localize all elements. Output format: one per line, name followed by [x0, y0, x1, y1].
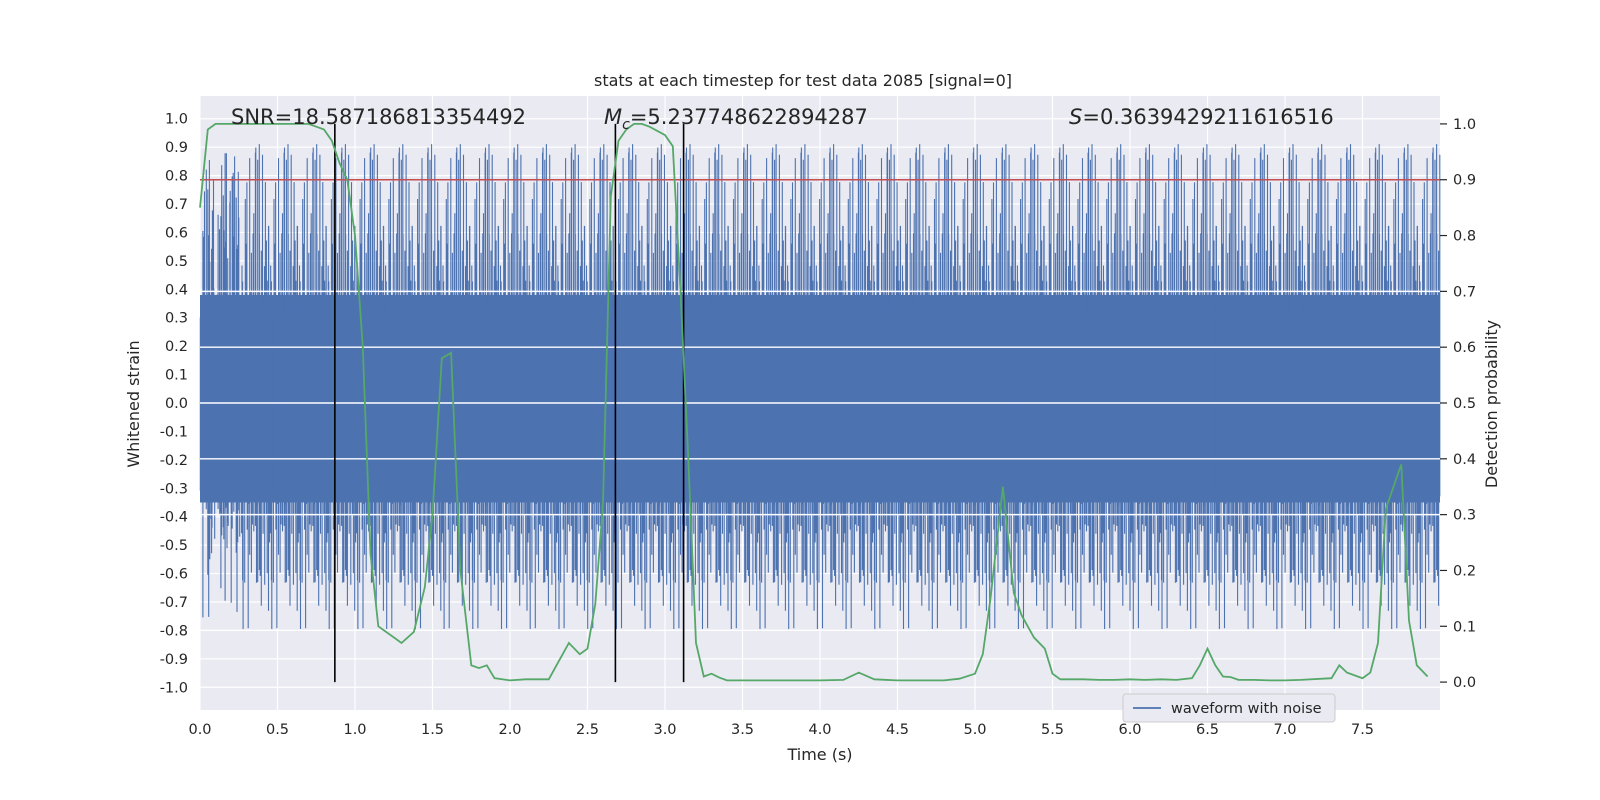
y-tick-label: 0.8	[165, 169, 188, 185]
y2-tick-label: 0.1	[1453, 619, 1476, 635]
x-tick-labels: 0.0 0.5 1.0 1.5 2.0 2.5 3.0 3.5 4.0 4.5 5.0 5.5 6.0 6…	[188, 722, 1374, 738]
detection-probability-line	[199, 123, 1429, 682]
x-tick-label: 5.5	[1041, 722, 1064, 738]
x-tick-label: 0.5	[266, 722, 289, 738]
waveform-spikes	[199, 144, 1441, 629]
x-tick-label: 0.0	[188, 722, 211, 738]
vertical-markers	[334, 123, 685, 683]
x-tick-label: 1.0	[343, 722, 366, 738]
x-tick-label: 3.0	[653, 722, 676, 738]
y-tick-label: -0.9	[160, 652, 188, 668]
y2-tick-label: 0.2	[1453, 563, 1476, 579]
chirp-mass-symbol: M	[604, 105, 622, 129]
y-tick-label: 0.9	[165, 140, 188, 156]
y2-tick-label: 0.6	[1453, 340, 1476, 356]
legend-box	[1122, 693, 1336, 723]
y2-tick-labels: 1.0 0.9 0.8 0.7 0.6 0.5 0.4 0.3 0.2 0.1 0.0	[1440, 117, 1476, 691]
x-tick-label: 7.5	[1351, 722, 1374, 738]
y-tick-label: 0.7	[165, 197, 188, 213]
y-tick-labels: 1.0 0.9 0.8 0.7 0.6 0.5 0.4 0.3 0.2 0.1 0.0 -0.1 -0.…	[160, 112, 188, 697]
y2-tick-label: 0.3	[1453, 508, 1476, 524]
chirp-mass-value: =5.237748622894287	[630, 105, 868, 129]
y-tick-label: -0.3	[160, 481, 188, 497]
x-tick-label: 3.5	[731, 722, 754, 738]
y2-axis-label: Detection probability	[1482, 320, 1501, 488]
y2-tick-label: 0.7	[1453, 284, 1476, 300]
x-tick-label: 6.0	[1118, 722, 1141, 738]
chart-title: stats at each timestep for test data 208…	[594, 71, 1012, 90]
legend: waveform with noise	[1122, 693, 1336, 723]
waveform-with-noise-series	[199, 144, 1441, 629]
y-tick-label: -0.6	[160, 567, 188, 583]
y2-tick-label: 0.8	[1453, 229, 1476, 245]
x-tick-label: 1.5	[421, 722, 444, 738]
y2-tick-label: 0.4	[1453, 452, 1476, 468]
y-axis-label: Whitened strain	[124, 340, 143, 467]
y-tick-label: -0.5	[160, 538, 188, 554]
y2-tick-label: 0.0	[1453, 675, 1476, 691]
y-tick-label: 1.0	[165, 112, 188, 128]
x-tick-label: 5.0	[963, 722, 986, 738]
y2-tick-label: 0.9	[1453, 173, 1476, 189]
y-tick-label: 0.6	[165, 225, 188, 241]
snr-annotation: SNR=18.587186813354492	[231, 105, 526, 129]
x-axis-label: Time (s)	[786, 745, 852, 764]
y2-tick-label: 0.5	[1453, 396, 1476, 412]
y-tick-label: 0.5	[165, 254, 188, 270]
x-tick-label: 4.0	[808, 722, 831, 738]
x-tick-label: 4.5	[886, 722, 909, 738]
y-tick-label: 0.3	[165, 311, 188, 327]
y2-tick-label: 1.0	[1453, 117, 1476, 133]
y-tick-label: 0.4	[165, 282, 188, 298]
y-tick-label: -0.2	[160, 453, 188, 469]
x-tick-label: 6.5	[1196, 722, 1219, 738]
chirp-mass-subscript: c	[622, 117, 630, 133]
s-symbol: S	[1069, 105, 1082, 129]
x-tick-label: 2.0	[498, 722, 521, 738]
y-tick-label: 0.0	[165, 396, 188, 412]
y-tick-label: -0.4	[160, 510, 188, 526]
y-tick-label: 0.1	[165, 368, 188, 384]
x-tick-label: 2.5	[576, 722, 599, 738]
chirp-mass-annotation: Mc=5.237748622894287	[604, 105, 868, 133]
s-value: =0.3639429211616516	[1082, 105, 1333, 129]
y-tick-label: -0.1	[160, 424, 188, 440]
y-tick-label: -0.8	[160, 623, 188, 639]
legend-label: waveform with noise	[1171, 701, 1322, 717]
s-annotation: S=0.3639429211616516	[1069, 105, 1334, 129]
y2-grid-lines	[200, 290, 1440, 516]
y-tick-label: -0.7	[160, 595, 188, 611]
x-tick-label: 7.0	[1273, 722, 1296, 738]
y-tick-label: -1.0	[160, 680, 188, 696]
y-tick-label: 0.2	[165, 339, 188, 355]
